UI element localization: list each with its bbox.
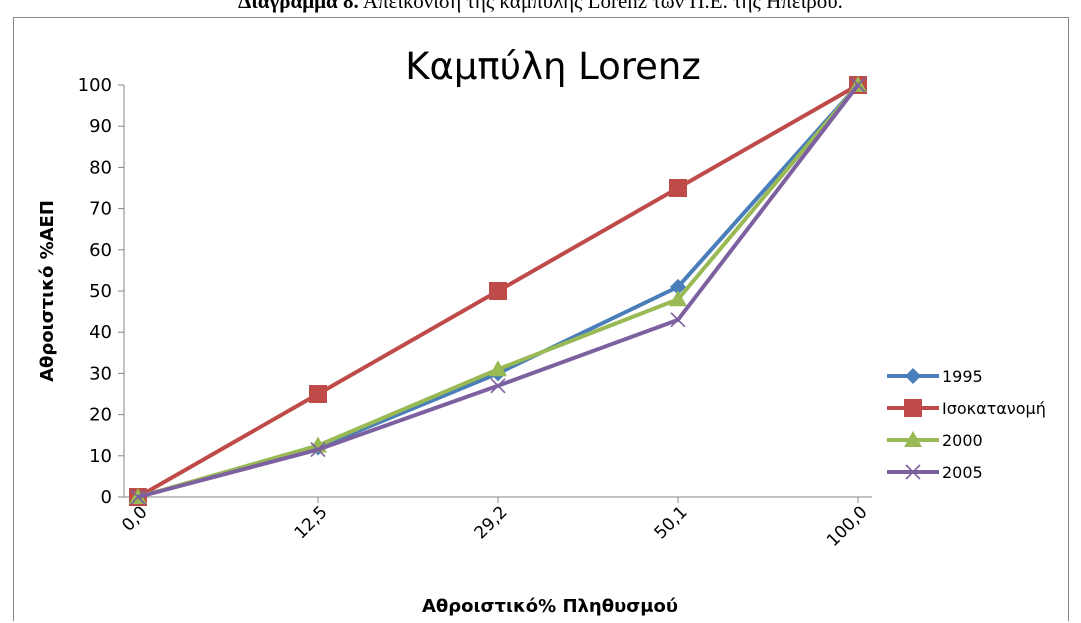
y-tick-label: 50 bbox=[89, 281, 112, 302]
x-tick-label: 100,0 bbox=[823, 502, 872, 551]
y-tick-label: 90 bbox=[89, 116, 112, 137]
data-point bbox=[310, 442, 326, 458]
axes: 0 10 20 30 40 50 60 70 80 90 100 0,0 12,5 29,2 50,1 100… bbox=[78, 75, 872, 551]
data-point bbox=[489, 360, 507, 377]
y-tick-label: 20 bbox=[89, 405, 112, 426]
legend-item: 1995 bbox=[887, 367, 983, 386]
data-point bbox=[850, 77, 866, 93]
data-point bbox=[669, 290, 687, 307]
legend-label: 2000 bbox=[942, 431, 983, 450]
x-axis-label: Αθροιστικό% Πληθυσμού bbox=[422, 596, 678, 617]
x-tick-label: 0,0 bbox=[118, 502, 151, 535]
y-tick-label: 100 bbox=[78, 75, 112, 96]
y-tick-label: 0 bbox=[101, 487, 112, 508]
data-point bbox=[670, 312, 686, 328]
y-tick-label: 60 bbox=[89, 240, 112, 261]
y-tick-label: 40 bbox=[89, 322, 112, 343]
data-point bbox=[669, 179, 687, 197]
data-point bbox=[670, 278, 686, 295]
y-tick-label: 30 bbox=[89, 363, 112, 384]
legend-marker bbox=[904, 431, 922, 447]
legend: 1995 Ισοκατανομή 2000 2005 bbox=[887, 367, 1046, 482]
data-point bbox=[309, 385, 327, 403]
y-tick-label: 10 bbox=[89, 446, 112, 467]
data-point bbox=[489, 282, 507, 300]
legend-marker bbox=[905, 464, 921, 480]
chart-frame bbox=[13, 17, 1069, 621]
legend-item: 2000 bbox=[887, 431, 983, 450]
x-tick-label: 50,1 bbox=[651, 502, 692, 543]
legend-marker bbox=[905, 368, 921, 384]
legend-label: Ισοκατανομή bbox=[942, 399, 1046, 418]
y-tick-label: 70 bbox=[89, 199, 112, 220]
series-square bbox=[129, 76, 867, 506]
data-point bbox=[490, 378, 506, 394]
series-layer bbox=[129, 76, 867, 506]
x-tick-label: 12,5 bbox=[291, 502, 332, 543]
y-tick-label: 80 bbox=[89, 157, 112, 178]
caption-number: Διάγραμμα 8. bbox=[238, 0, 359, 13]
legend-item: 2005 bbox=[887, 463, 983, 482]
legend-item: Ισοκατανομή bbox=[887, 399, 1046, 418]
chart-title: Καμπύλη Lorenz bbox=[405, 45, 701, 88]
y-axis-label: Αθροιστικό %ΑΕΠ bbox=[37, 200, 58, 382]
legend-marker bbox=[904, 399, 922, 417]
x-tick-label: 29,2 bbox=[471, 502, 512, 543]
legend-label: 1995 bbox=[942, 367, 983, 386]
caption-text: Απεικόνιση της καμπύλης Lorenz των Π.Ε. … bbox=[358, 0, 843, 13]
figure-caption: Διάγραμμα 8. Απεικόνιση της καμπύλης Lor… bbox=[0, 0, 1081, 14]
legend-label: 2005 bbox=[942, 463, 983, 482]
series-x bbox=[130, 77, 866, 505]
data-point bbox=[130, 489, 146, 505]
